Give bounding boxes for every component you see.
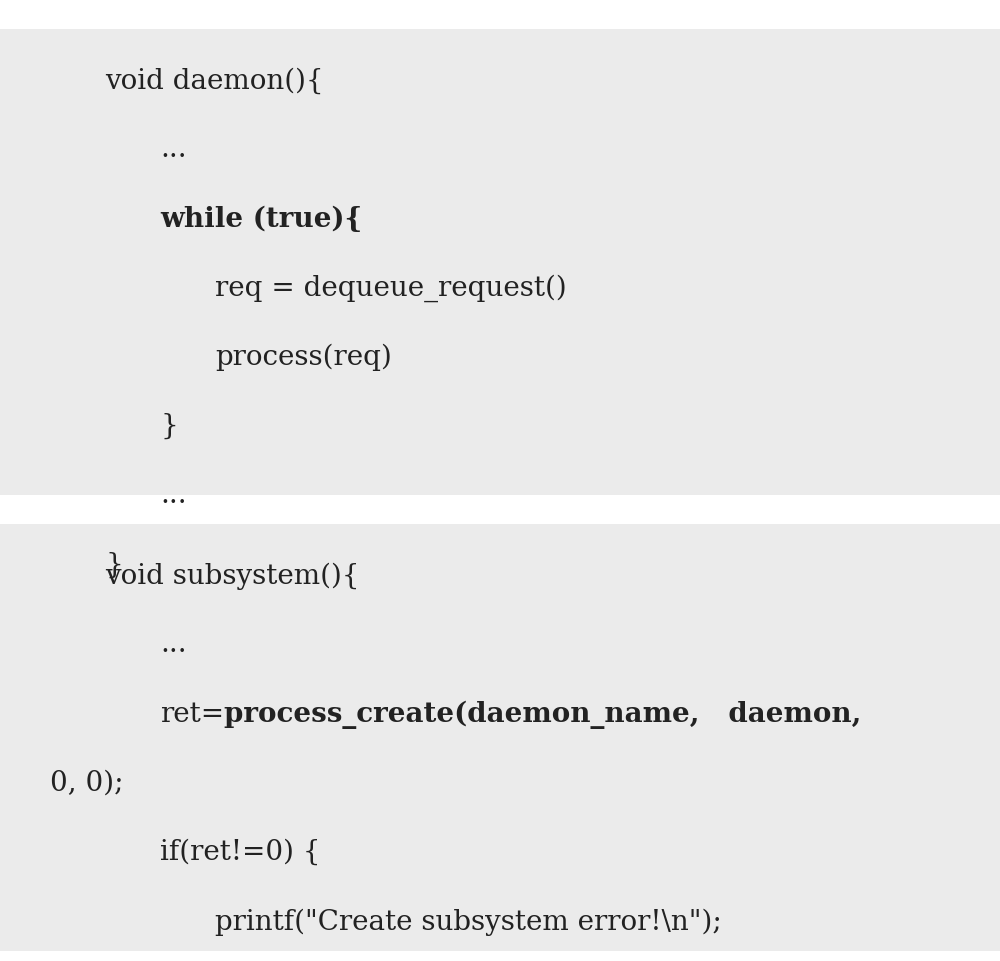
Bar [0, 29, 1000, 495]
Text: }: } [160, 413, 178, 440]
Text: ...: ... [160, 482, 187, 509]
Text: req = dequeue_request(): req = dequeue_request() [215, 275, 567, 303]
Text: while (true){: while (true){ [160, 206, 362, 233]
Text: if(ret!=0) {: if(ret!=0) { [160, 839, 320, 866]
Bar [0, 524, 1000, 951]
Text: void daemon(){: void daemon(){ [105, 67, 324, 94]
Text: ret=: ret= [160, 701, 224, 727]
Text: 0, 0);: 0, 0); [50, 770, 124, 797]
Text: process(req): process(req) [215, 344, 392, 371]
Text: ...: ... [160, 136, 187, 163]
Text: printf("Create subsystem error!\n");: printf("Create subsystem error!\n"); [215, 908, 722, 935]
Text: ...: ... [160, 631, 187, 658]
Text: void subsystem(){: void subsystem(){ [105, 562, 360, 589]
Text: process_create(daemon_name,   daemon,: process_create(daemon_name, daemon, [224, 701, 862, 729]
Text: }: } [105, 552, 123, 579]
